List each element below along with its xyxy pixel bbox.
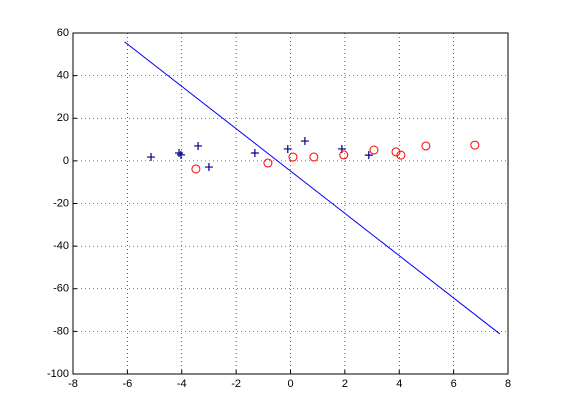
x-tick-label: 0 — [287, 378, 293, 390]
circle-marker — [470, 140, 480, 150]
y-tick-label: -100 — [47, 368, 69, 380]
x-tick-label: 6 — [451, 378, 457, 390]
axes-box — [72, 32, 509, 375]
plus-marker — [204, 163, 213, 172]
plot-area — [73, 33, 508, 374]
line — [124, 41, 501, 335]
y-tick-label: 0 — [63, 155, 69, 167]
x-tick-label: -8 — [68, 378, 78, 390]
x-tick-label: 2 — [342, 378, 348, 390]
plus-marker — [300, 137, 309, 146]
plus-marker — [176, 150, 185, 159]
y-tick-label: -20 — [53, 197, 69, 209]
plus-marker — [250, 148, 259, 157]
x-tick-label: 4 — [396, 378, 402, 390]
circle-marker — [396, 150, 406, 160]
circle-marker — [369, 145, 379, 155]
plus-marker — [194, 141, 203, 150]
y-tick-label: 20 — [57, 112, 69, 124]
y-tick-label: 60 — [57, 27, 69, 39]
y-tick-label: -80 — [53, 325, 69, 337]
x-tick-label: -6 — [122, 378, 132, 390]
circle-marker — [309, 152, 319, 162]
plus-marker — [364, 151, 373, 160]
plus-marker — [175, 148, 184, 157]
circle-marker — [421, 141, 431, 151]
circle-marker — [263, 158, 273, 168]
x-tick-label: 8 — [505, 378, 511, 390]
circle-marker — [288, 152, 298, 162]
circle-marker — [191, 164, 201, 174]
circle-marker — [339, 150, 349, 160]
y-tick-label: 40 — [57, 70, 69, 82]
x-tick-label: -2 — [231, 378, 241, 390]
y-tick-label: -40 — [53, 240, 69, 252]
plus-marker — [283, 144, 292, 153]
x-tick-label: -4 — [177, 378, 187, 390]
circle-marker — [391, 147, 401, 157]
y-tick-label: -60 — [53, 283, 69, 295]
plus-marker — [147, 153, 156, 162]
